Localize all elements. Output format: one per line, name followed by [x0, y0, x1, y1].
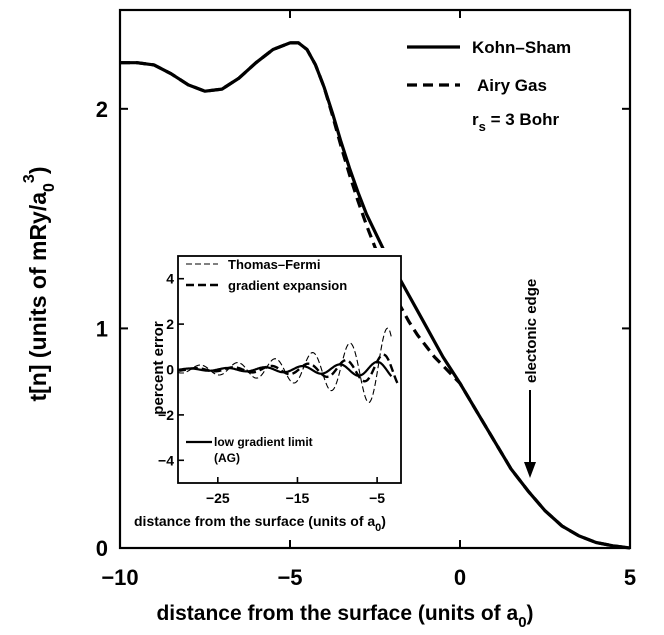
- main-x-axis-label: distance from the surface (units of a0): [156, 602, 533, 631]
- main-x-tick-labels: −10 −5 0 5: [101, 565, 636, 590]
- main-x-tick-label: −10: [101, 565, 138, 590]
- electronic-edge-arrow-head: [524, 462, 536, 478]
- electronic-edge-annotation: electonic edge: [523, 279, 540, 478]
- inset-y-tick-label: 2: [166, 316, 174, 332]
- inset-x-tick-label: −5: [369, 490, 385, 506]
- main-legend: Kohn–Sham Airy Gas rs = 3 Bohr: [407, 38, 571, 134]
- inset-legend-label-low-gradient: low gradient limit: [214, 435, 313, 449]
- inset-x-tick-label: −25: [206, 490, 230, 506]
- main-y-tick-label: 2: [96, 97, 108, 122]
- main-plot-frame: [118, 8, 632, 550]
- inset-series-thomas-fermi: [178, 327, 392, 404]
- inset-x-tick-label: −15: [286, 490, 310, 506]
- inset-background: [148, 248, 401, 515]
- inset-chart: −25 −15 −5 −4 −2 0 2 4 percent error distance …: [134, 248, 402, 534]
- main-y-tick-label: 0: [96, 536, 108, 561]
- inset-y-tick-labels: −4 −2 0 2 4: [158, 271, 174, 469]
- series-airy-gas: [120, 41, 631, 550]
- inset-legend-label-gradient-expansion: gradient expansion: [228, 278, 347, 293]
- main-y-axis-label: t[n] (units of mRy/a03): [21, 166, 58, 401]
- electronic-edge-label: electonic edge: [523, 279, 540, 383]
- inset-legend-label-ag: (AG): [214, 451, 240, 465]
- inset-x-axis-label: distance from the surface (units of a0): [134, 513, 386, 534]
- main-chart: −10 −5 0 5 0 1 2 distance from the surface (u…: [21, 8, 636, 631]
- inset-y-axis-label: percent error: [150, 321, 167, 415]
- legend-rs-label: rs = 3 Bohr: [472, 110, 559, 134]
- inset-y-tick-label: 4: [166, 271, 174, 287]
- inset-y-tick-label: −2: [158, 407, 174, 423]
- inset-x-tick-labels: −25 −15 −5: [206, 490, 385, 506]
- main-y-tick-label: 1: [96, 316, 108, 341]
- inset-series-low-gradient-limit-ag: [178, 360, 393, 377]
- inset-legend-label-thomas-fermi: Thomas–Fermi: [228, 257, 320, 272]
- inset-y-tick-label: 0: [166, 362, 174, 378]
- legend-label-kohn-sham: Kohn–Sham: [472, 38, 571, 57]
- inset-series: [178, 327, 399, 404]
- main-series: [120, 41, 631, 550]
- main-x-tick-label: −5: [277, 565, 302, 590]
- main-x-tick-label: 5: [624, 565, 636, 590]
- inset-y-tick-label: −4: [158, 452, 174, 468]
- inset-legend: Thomas–Fermi gradient expansion low grad…: [186, 257, 347, 465]
- main-x-tick-label: 0: [454, 565, 466, 590]
- legend-label-airy-gas: Airy Gas: [477, 76, 547, 95]
- main-y-tick-labels: 0 1 2: [96, 97, 108, 561]
